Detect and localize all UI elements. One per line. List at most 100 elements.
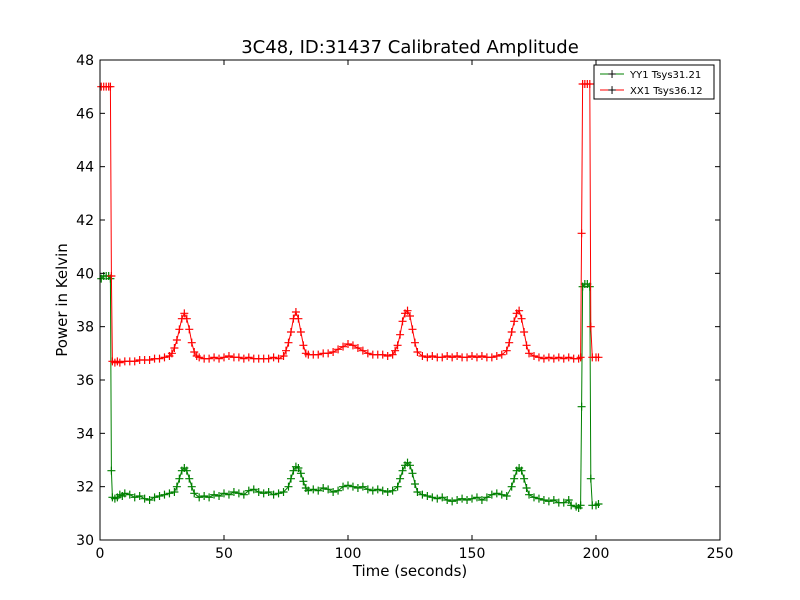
data-point (443, 352, 452, 360)
data-point (522, 341, 531, 350)
data-point (294, 464, 303, 472)
data-point (413, 488, 422, 496)
data-point (348, 341, 357, 350)
data-point (182, 466, 191, 475)
data-point (279, 488, 288, 496)
data-point (482, 493, 491, 502)
series-line (100, 275, 599, 509)
x-axis: 0 50 100 150 200 250 (96, 60, 734, 562)
data-point (244, 486, 253, 495)
data-point (155, 492, 164, 500)
data-point (477, 352, 486, 360)
data-point (492, 352, 501, 360)
data-point (393, 482, 402, 491)
data-point (564, 496, 573, 504)
data-point (559, 354, 568, 363)
data-point (576, 501, 585, 510)
data-point (282, 346, 290, 355)
data-point (115, 358, 124, 367)
data-point (574, 354, 583, 363)
data-point (505, 338, 514, 347)
data-point (522, 484, 531, 492)
data-point (458, 494, 467, 503)
data-point (200, 492, 209, 500)
x-tick-label: 50 (215, 546, 233, 562)
data-point (502, 346, 511, 355)
x-axis-label: Time (seconds) (352, 562, 468, 580)
data-point (378, 350, 387, 359)
data-point (438, 493, 447, 502)
legend-marker-xx1: + (607, 83, 617, 97)
data-point (215, 354, 224, 363)
data-point (388, 350, 397, 359)
plot-area (100, 60, 720, 540)
data-point (520, 474, 529, 483)
data-point (463, 496, 472, 504)
data-point (145, 496, 154, 504)
series-yy1 (97, 272, 603, 512)
data-point (205, 354, 214, 363)
data-point (472, 353, 481, 362)
data-point (396, 474, 405, 483)
data-point (358, 482, 367, 491)
data-point (448, 353, 457, 362)
chart-title: 3C48, ID:31437 Calibrated Amplitude (241, 37, 579, 58)
data-point (549, 354, 558, 363)
data-point (348, 482, 357, 491)
x-tick-label: 250 (707, 546, 734, 562)
data-point (314, 350, 323, 359)
data-point (299, 341, 308, 350)
data-point (182, 314, 191, 323)
x-tick-label: 0 (96, 546, 105, 562)
data-point (180, 309, 189, 318)
data-point (433, 494, 442, 503)
data-point (170, 344, 179, 352)
x-tick-label: 100 (335, 546, 362, 562)
legend-label-yy1: YY1 Tsys31.21 (629, 70, 701, 81)
data-point (530, 493, 538, 502)
data-point (525, 349, 534, 358)
data-point (418, 352, 427, 360)
data-point (220, 489, 228, 498)
series-xx1 (97, 80, 603, 367)
data-point (423, 492, 432, 500)
data-point (515, 306, 524, 315)
data-point (585, 80, 594, 88)
data-point (224, 490, 233, 499)
data-point (269, 490, 278, 499)
data-point (363, 485, 372, 494)
data-point (296, 328, 305, 336)
data-point (487, 353, 496, 362)
data-point (507, 328, 516, 336)
data-point (269, 353, 278, 362)
legend-marker-yy1: + (607, 67, 617, 81)
data-point (229, 488, 238, 496)
data-point (210, 353, 219, 362)
data-point (353, 344, 362, 352)
y-tick-label: 34 (76, 426, 94, 442)
data-point (517, 466, 526, 475)
data-point (239, 490, 248, 499)
data-point (594, 500, 603, 508)
x-tick-label: 150 (459, 546, 486, 562)
data-point (534, 353, 543, 362)
data-point (172, 336, 181, 344)
data-point (443, 496, 452, 504)
data-point (428, 352, 437, 360)
data-point (224, 352, 233, 360)
data-point (396, 330, 405, 339)
data-point (423, 353, 432, 362)
data-point (264, 354, 273, 363)
data-point (510, 317, 519, 326)
data-point (448, 497, 457, 506)
data-point (130, 493, 139, 502)
data-point (564, 353, 573, 362)
data-point (165, 489, 174, 498)
data-point (576, 353, 585, 362)
data-point (468, 352, 476, 360)
data-point (324, 485, 333, 494)
data-point (492, 489, 501, 498)
data-point (334, 486, 343, 495)
data-point (279, 352, 288, 360)
data-point (274, 354, 283, 363)
